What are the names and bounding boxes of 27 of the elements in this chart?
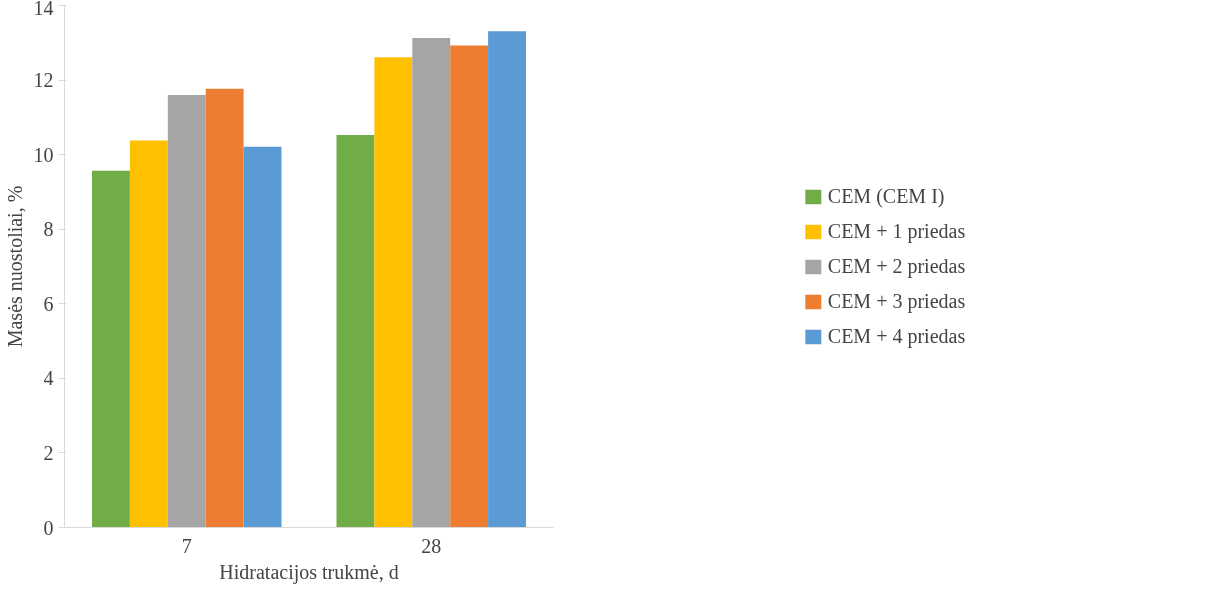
bar [205, 88, 244, 528]
legend-label: CEM + 3 priedas [827, 289, 966, 313]
bar [450, 45, 489, 528]
x-tick-label: 28 [421, 534, 442, 557]
legend-label: CEM + 1 priedas [827, 219, 966, 243]
y-tick-label: 12 [33, 69, 54, 92]
bar [129, 140, 168, 528]
bar [243, 146, 282, 528]
x-tick-label: 7 [181, 534, 192, 557]
y-axis-title: Masės nuostoliai, % [3, 185, 26, 348]
bar [488, 31, 526, 528]
x-axis-title: Hidratacijos trukmė, d [219, 560, 399, 584]
y-tick-label: 0 [43, 516, 54, 539]
legend-label: CEM (CEM I) [827, 184, 945, 208]
y-tick-label: 2 [43, 441, 54, 464]
y-tick-label: 14 [33, 0, 54, 19]
y-tick-label: 6 [43, 292, 54, 315]
bar [336, 134, 375, 528]
bar [167, 94, 206, 528]
bar [412, 37, 451, 528]
legend-label: CEM + 4 priedas [827, 324, 966, 348]
legend-label: CEM + 2 priedas [827, 254, 966, 278]
y-tick-label: 4 [43, 367, 54, 390]
bar [374, 57, 413, 528]
bar [92, 170, 130, 528]
y-tick-label: 8 [43, 218, 54, 241]
y-tick-label: 10 [33, 143, 54, 166]
